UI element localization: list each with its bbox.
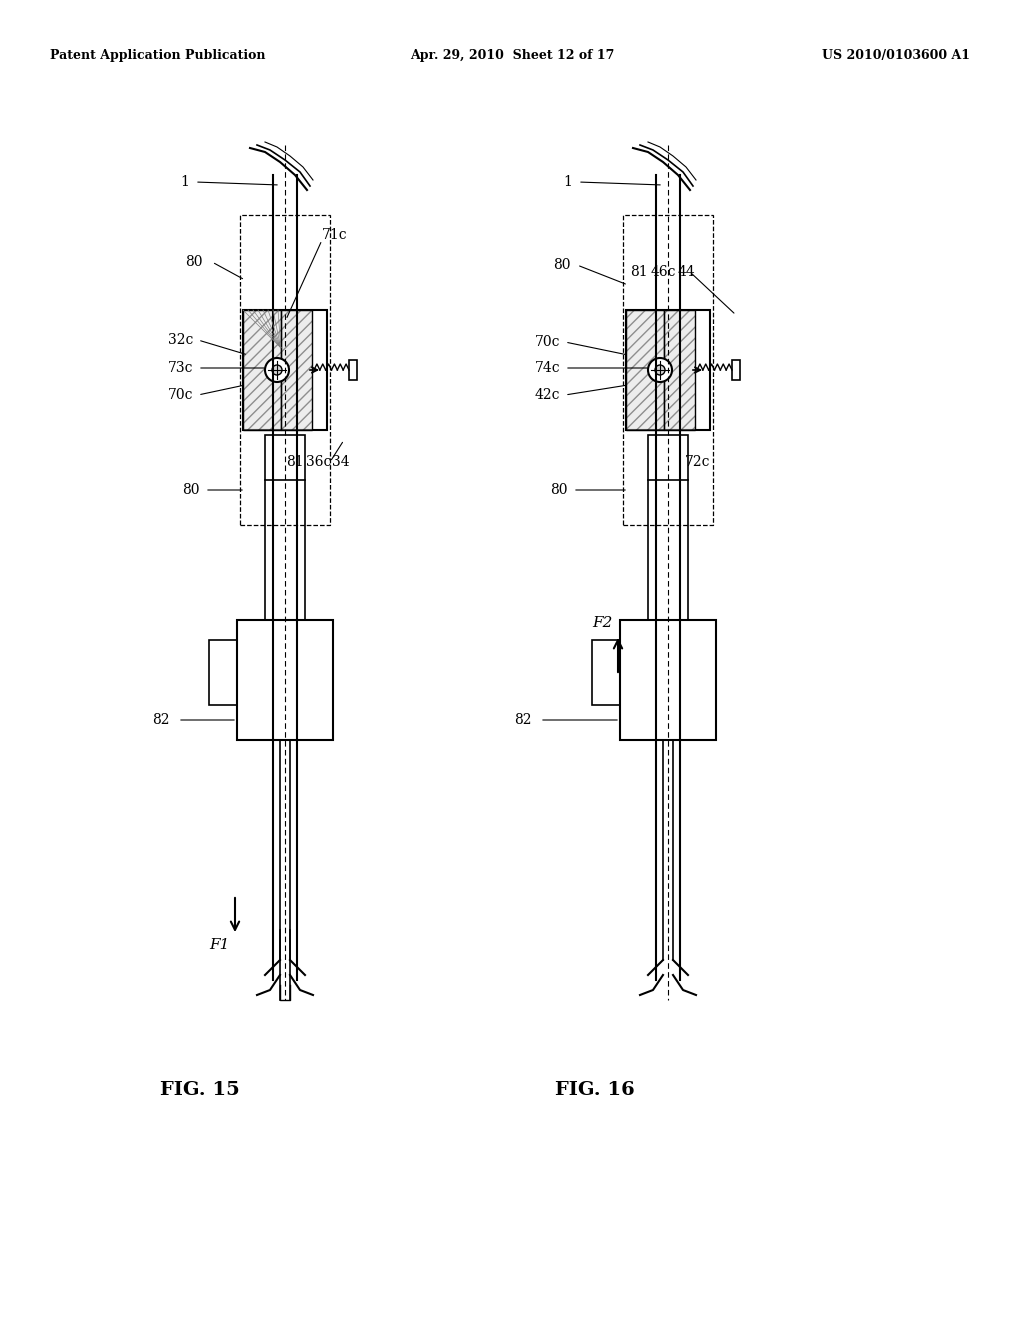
Text: 81: 81: [630, 265, 647, 279]
Text: F2: F2: [593, 616, 613, 630]
Text: 1: 1: [180, 176, 188, 189]
Bar: [626, 310, 664, 430]
Text: 44: 44: [678, 265, 695, 279]
Bar: [243, 310, 281, 430]
Bar: [664, 310, 695, 430]
Text: US 2010/0103600 A1: US 2010/0103600 A1: [822, 49, 970, 62]
Bar: [281, 310, 312, 430]
Text: F1: F1: [210, 939, 230, 952]
Text: 70c: 70c: [535, 335, 560, 348]
Circle shape: [648, 358, 672, 381]
Bar: [237, 620, 333, 741]
Text: 82: 82: [152, 713, 170, 727]
Bar: [732, 360, 740, 380]
Circle shape: [272, 366, 282, 375]
Bar: [592, 640, 620, 705]
Bar: [243, 310, 281, 430]
Bar: [626, 310, 664, 430]
Bar: [623, 215, 713, 525]
Text: 34: 34: [332, 455, 349, 469]
Circle shape: [655, 366, 665, 375]
Text: 46c: 46c: [651, 265, 677, 279]
Text: 81: 81: [286, 455, 304, 469]
Text: 80: 80: [553, 257, 570, 272]
Circle shape: [265, 358, 289, 381]
Text: 82: 82: [514, 713, 531, 727]
Bar: [620, 620, 716, 741]
Text: 73c: 73c: [168, 360, 194, 375]
Text: Patent Application Publication: Patent Application Publication: [50, 49, 265, 62]
Text: 80: 80: [182, 483, 200, 498]
Text: FIG. 16: FIG. 16: [555, 1081, 635, 1100]
Text: 71c: 71c: [322, 228, 347, 242]
Text: 80: 80: [185, 255, 203, 269]
Text: 80: 80: [550, 483, 567, 498]
Text: 74c: 74c: [535, 360, 560, 375]
Bar: [349, 360, 357, 380]
Text: 36c: 36c: [306, 455, 332, 469]
Bar: [281, 310, 312, 430]
Bar: [243, 310, 327, 430]
Text: 72c: 72c: [685, 455, 711, 469]
Bar: [240, 215, 330, 525]
Text: Apr. 29, 2010  Sheet 12 of 17: Apr. 29, 2010 Sheet 12 of 17: [410, 49, 614, 62]
Bar: [648, 436, 688, 480]
Bar: [626, 310, 710, 430]
Text: 70c: 70c: [168, 388, 194, 403]
Bar: [265, 436, 305, 480]
Text: 1: 1: [563, 176, 571, 189]
Bar: [209, 640, 237, 705]
Bar: [664, 310, 695, 430]
Text: 32c: 32c: [168, 333, 194, 347]
Text: 42c: 42c: [535, 388, 560, 403]
Text: FIG. 15: FIG. 15: [160, 1081, 240, 1100]
